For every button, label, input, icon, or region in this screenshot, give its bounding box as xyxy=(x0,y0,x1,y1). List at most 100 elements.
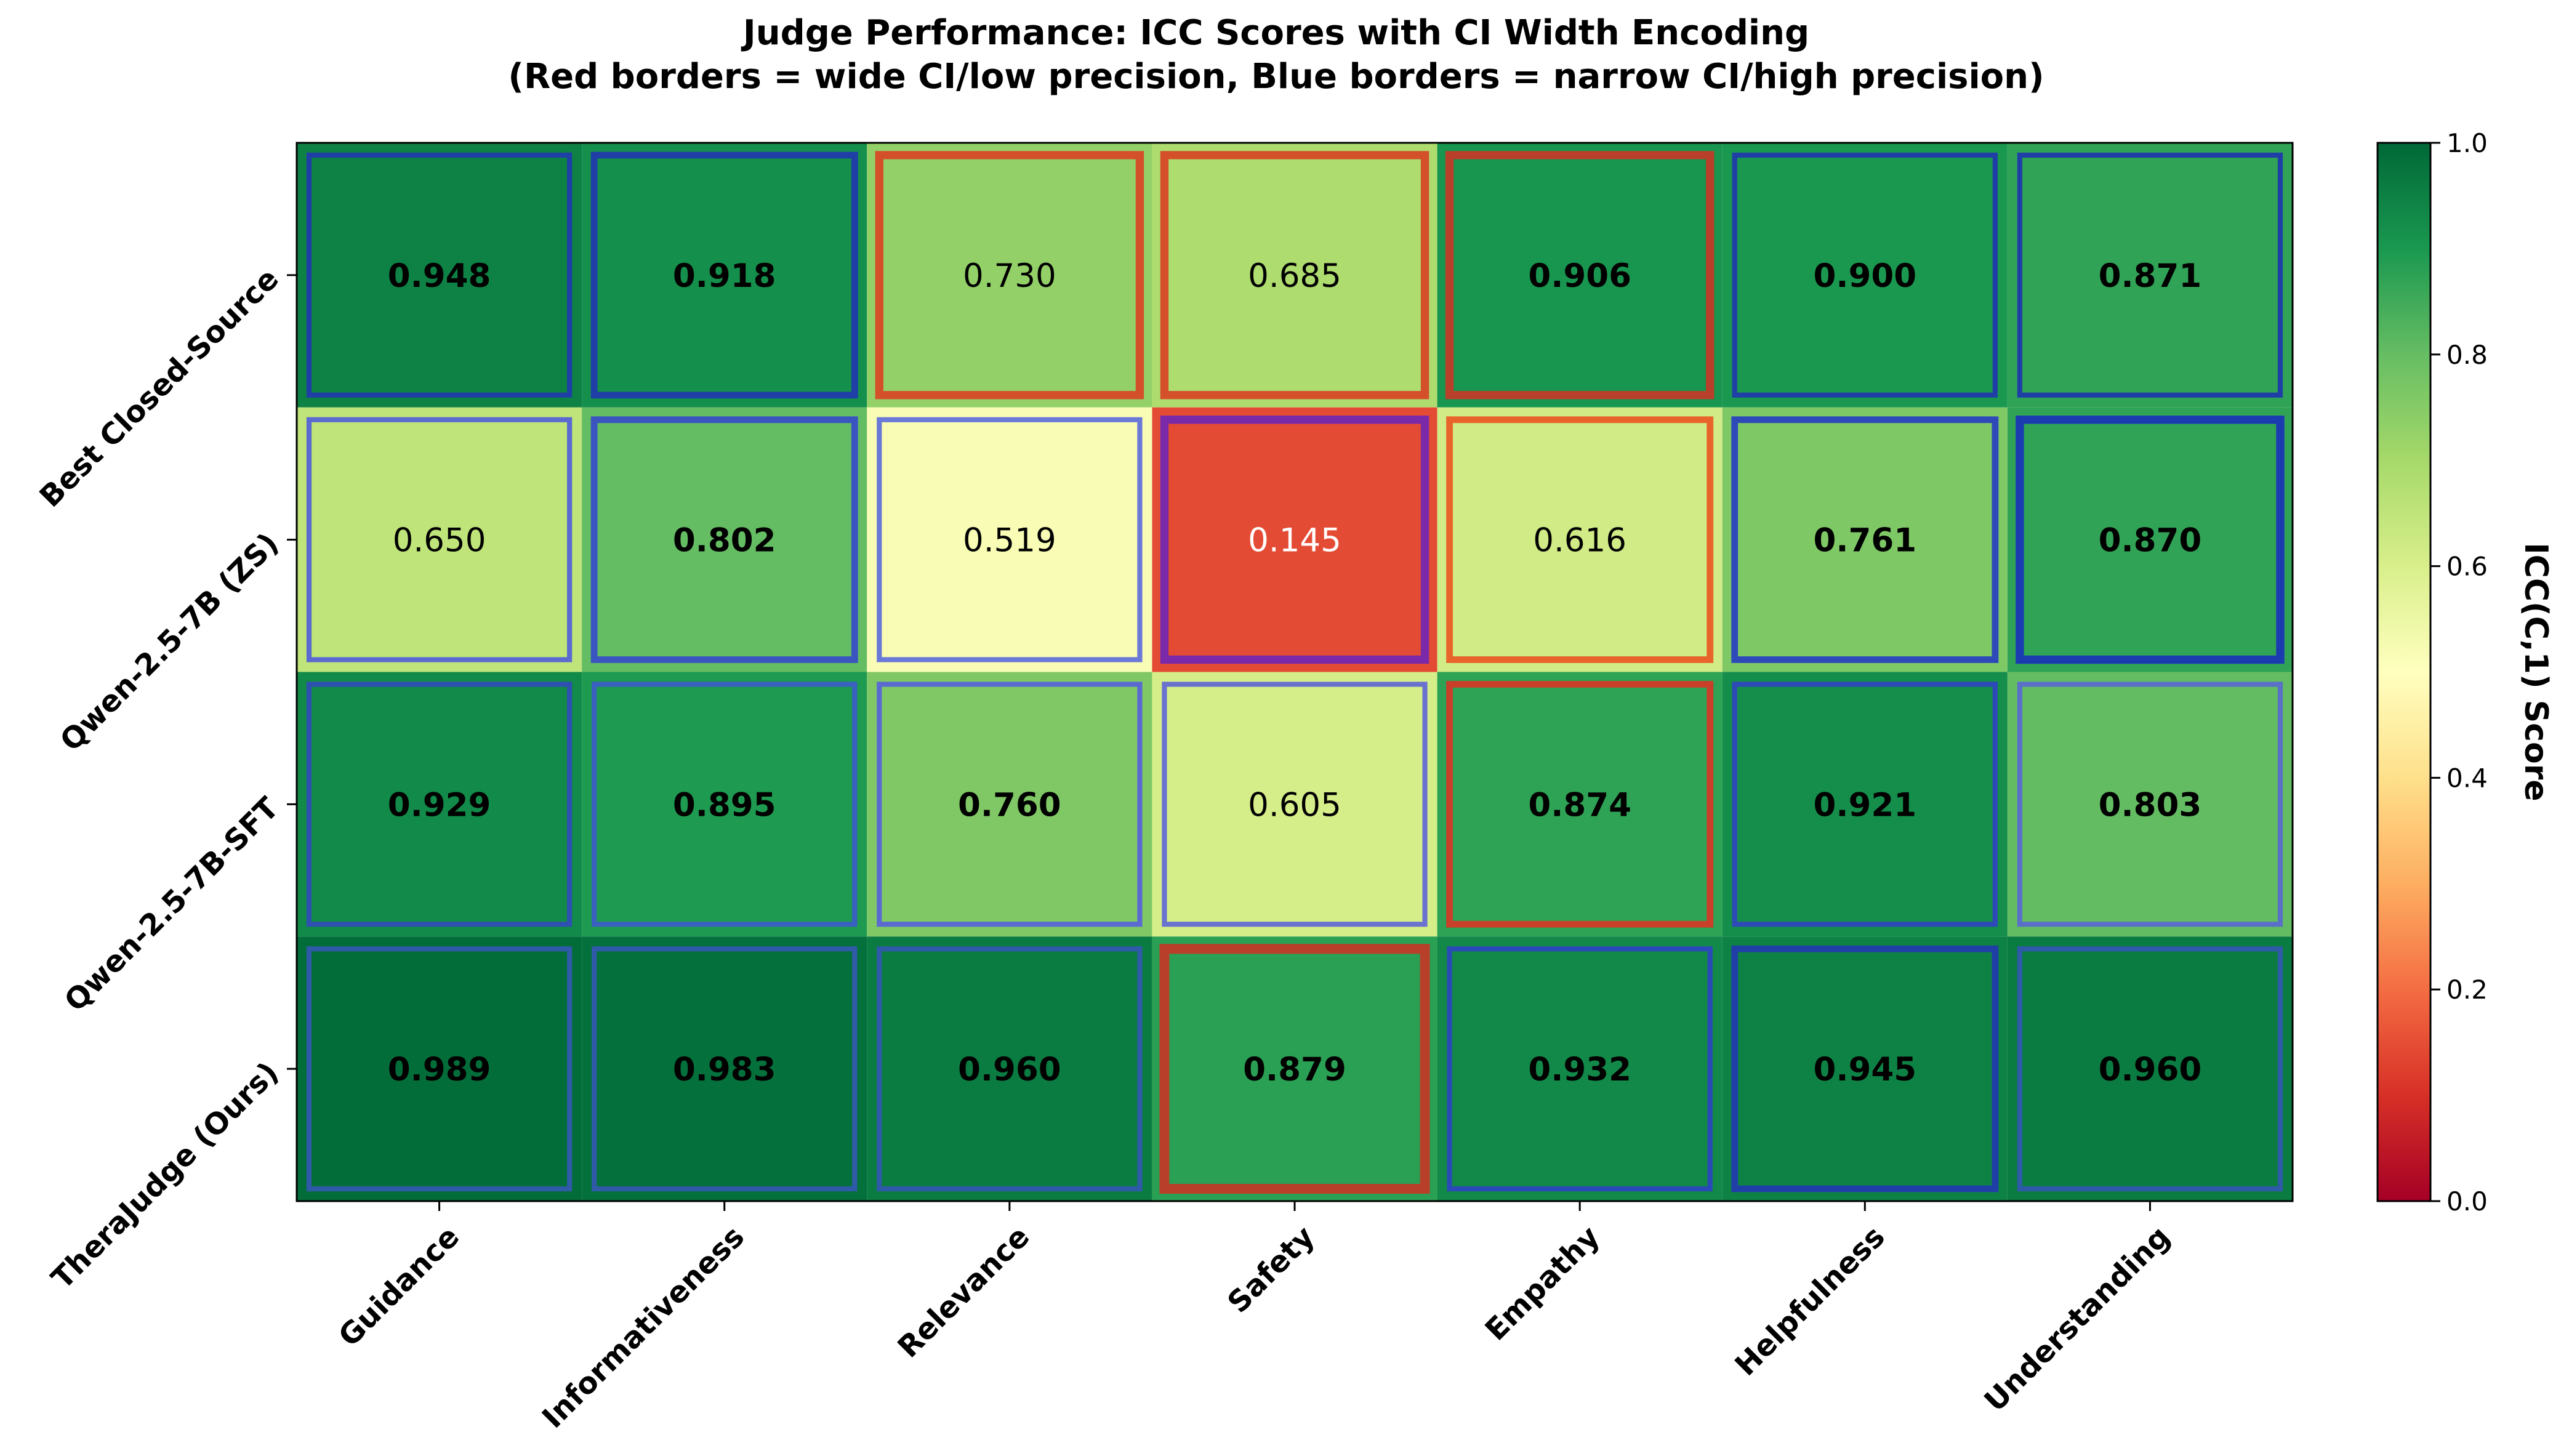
x-tick-label: Relevance xyxy=(891,1220,1036,1365)
cell-value-label: 0.650 xyxy=(393,522,486,560)
ci-border xyxy=(306,152,573,398)
heatmap-cell xyxy=(1152,936,1437,1201)
colorbar-tick-label: 0.4 xyxy=(2446,763,2488,793)
heatmap-cell xyxy=(297,936,582,1201)
cell-value-label: 0.871 xyxy=(2099,257,2202,295)
ci-border xyxy=(2017,152,2283,398)
ci-border xyxy=(1446,681,1714,928)
x-tick-label: Understanding xyxy=(1978,1220,2177,1418)
ci-border xyxy=(1446,416,1714,663)
heatmap-cell xyxy=(1722,143,2008,408)
y-tick-label: Best Closed-Source xyxy=(33,262,286,514)
heatmap-cell xyxy=(582,407,867,672)
cell-value-label: 0.948 xyxy=(388,257,491,295)
x-tick-label: Empathy xyxy=(1479,1220,1607,1348)
ci-border xyxy=(592,946,858,1192)
colorbar: 0.0 0.2 0.4 0.6 0.8 1.0 ICC(C,1) Score xyxy=(2376,128,2553,1217)
cell-value-label: 0.945 xyxy=(1813,1051,1916,1088)
ci-border xyxy=(1162,682,1428,927)
heatmap-cell xyxy=(297,407,582,672)
colorbar-tick-label: 1.0 xyxy=(2446,128,2488,158)
cell-value-label: 0.918 xyxy=(673,257,776,295)
heatmap-cell xyxy=(1722,407,2008,672)
cell-value-label: 0.895 xyxy=(673,786,776,824)
ci-border xyxy=(590,416,858,663)
y-tick-label: TheraJudge (Ours) xyxy=(45,1055,286,1296)
colorbar-label: ICC(C,1) Score xyxy=(2517,542,2553,801)
heatmap-cell xyxy=(582,143,867,408)
heatmap-cell xyxy=(867,936,1152,1201)
cell-value-label: 0.983 xyxy=(673,1051,776,1088)
cell-value-label: 0.761 xyxy=(1813,522,1916,560)
heatmap-cell xyxy=(1152,672,1437,937)
cell-value-label: 0.760 xyxy=(958,786,1061,824)
ci-border xyxy=(1732,152,1998,398)
cell-value-label: 0.879 xyxy=(1243,1051,1346,1088)
heatmap-cell xyxy=(867,143,1152,408)
ci-border xyxy=(1447,946,1713,1192)
heatmap-cell xyxy=(1722,936,2008,1201)
x-axis: Guidance Informativeness Relevance Safety Em… xyxy=(332,1201,2177,1435)
heatmap-cell xyxy=(1152,143,1437,408)
ci-border xyxy=(1159,944,1430,1194)
heatmap-cell xyxy=(1437,407,1723,672)
ci-border xyxy=(2016,416,2285,664)
ci-border xyxy=(877,417,1143,662)
ci-border xyxy=(2017,682,2283,927)
chart-title-line1: Judge Performance: ICC Scores with CI Wi… xyxy=(741,13,1809,53)
cell-value-label: 0.906 xyxy=(1528,257,1631,295)
colorbar-tick-label: 0.0 xyxy=(2446,1186,2488,1217)
x-tick-label: Helpfulness xyxy=(1729,1220,1892,1383)
ci-border xyxy=(592,682,858,927)
ci-border xyxy=(877,682,1143,927)
x-tick-label: Informativeness xyxy=(536,1220,751,1435)
ci-border xyxy=(1731,416,1999,663)
heatmap-cell xyxy=(582,672,867,937)
chart-title-line2: (Red borders = wide CI/low precision, Bl… xyxy=(508,57,2044,97)
heatmap-cell xyxy=(867,407,1152,672)
ci-border xyxy=(306,682,573,927)
cell-value-label: 0.519 xyxy=(963,522,1056,560)
heatmap-cell xyxy=(2007,407,2293,672)
y-tick-label: Qwen-2.5-7B (ZS) xyxy=(54,526,286,758)
heatmap-cell xyxy=(2007,143,2293,408)
heatmap-cell xyxy=(1722,672,2008,937)
cell-value-label: 0.989 xyxy=(388,1051,491,1088)
heatmap-cells: 0.948 0.918 0.730 0.685 0.906 0.900 0.871 0.650… xyxy=(296,142,2294,1202)
heatmap-cell xyxy=(582,936,867,1201)
cell-value-label: 0.874 xyxy=(1528,786,1631,824)
cell-value-label: 0.932 xyxy=(1528,1051,1631,1088)
heatmap-cell xyxy=(297,672,582,937)
cell-value-label: 0.616 xyxy=(1533,522,1626,560)
x-tick-label: Guidance xyxy=(332,1220,466,1354)
ci-border xyxy=(1445,151,1715,400)
y-tick-label: Qwen-2.5-7B-SFT xyxy=(58,790,286,1018)
colorbar-tick-label: 0.6 xyxy=(2446,552,2488,582)
heatmap-cell xyxy=(867,672,1152,937)
ci-border xyxy=(1160,151,1429,400)
colorbar-tick-label: 0.8 xyxy=(2446,340,2488,370)
cell-value-label: 0.730 xyxy=(963,257,1056,295)
cell-value-label: 0.803 xyxy=(2099,786,2202,824)
ci-border xyxy=(877,946,1143,1192)
cell-value-label: 0.685 xyxy=(1248,257,1341,295)
cell-value-label: 0.802 xyxy=(673,522,776,560)
cell-value-label: 0.870 xyxy=(2099,522,2202,560)
heatmap-cell xyxy=(1437,672,1723,937)
cell-value-label: 0.960 xyxy=(958,1051,1061,1088)
ci-border xyxy=(2017,946,2283,1192)
ci-border xyxy=(590,151,858,399)
heatmap-cell xyxy=(1437,936,1723,1201)
cell-value-label: 0.960 xyxy=(2099,1051,2202,1088)
cell-value-label: 0.921 xyxy=(1813,786,1916,824)
colorbar-tick-label: 0.2 xyxy=(2446,975,2488,1005)
heatmap-cell xyxy=(1152,407,1437,672)
heatmap-cell xyxy=(2007,672,2293,937)
heatmap-cell xyxy=(1437,143,1723,408)
cell-value-label: 0.145 xyxy=(1248,522,1341,560)
cell-value-label: 0.929 xyxy=(388,786,491,824)
colorbar-gradient xyxy=(2376,142,2432,1202)
ci-border xyxy=(1732,682,1998,927)
heatmap-cell xyxy=(297,143,582,408)
